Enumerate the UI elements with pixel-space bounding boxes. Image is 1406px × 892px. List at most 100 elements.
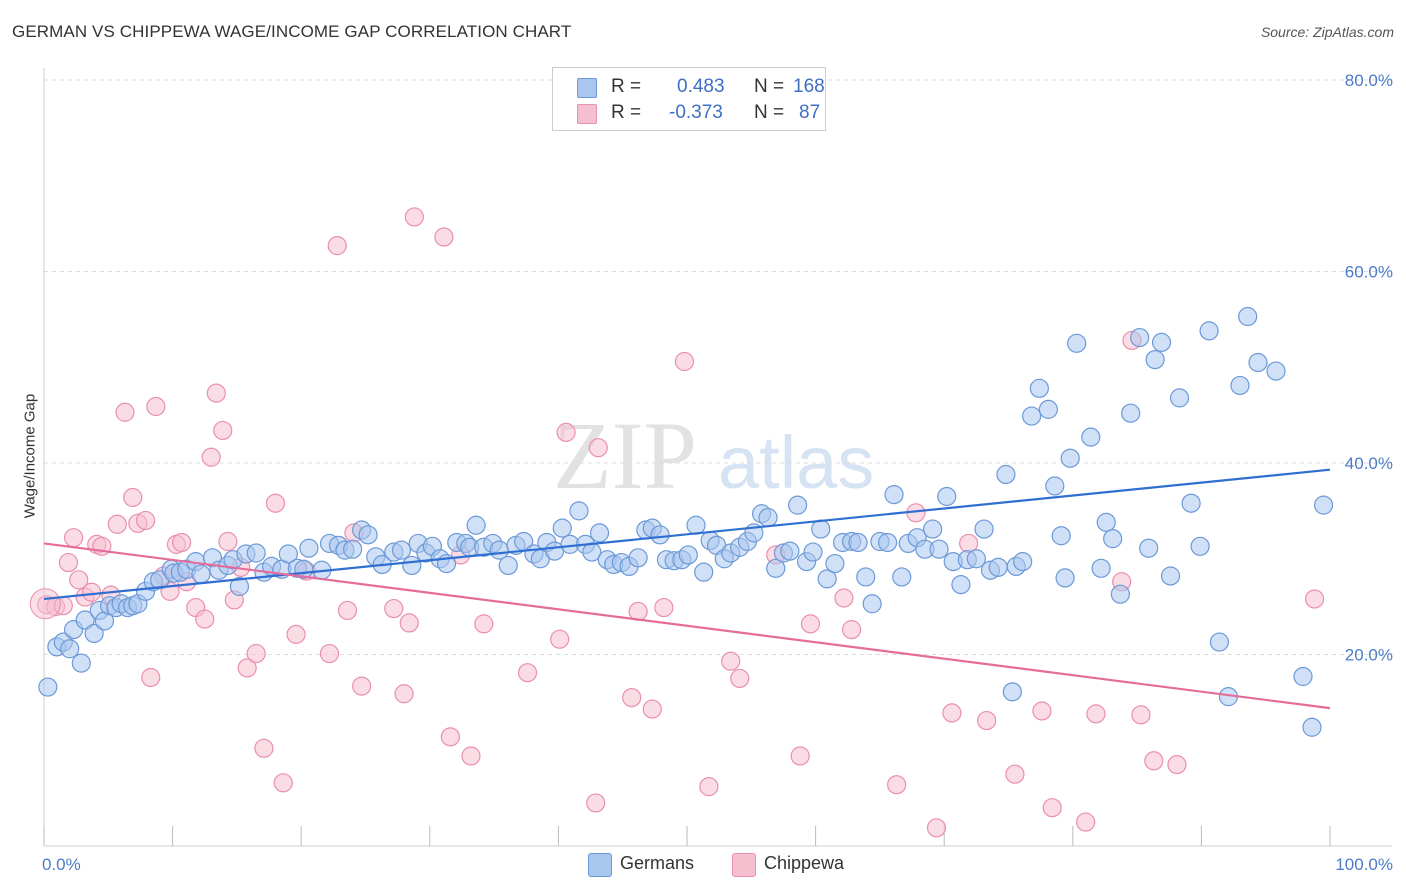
chippewa-point	[286, 624, 306, 644]
german-point	[552, 518, 572, 538]
german-point	[1313, 495, 1334, 515]
german-point	[1091, 558, 1111, 578]
chippewa-point	[107, 514, 127, 534]
chippewa-point	[146, 396, 166, 417]
german-point	[988, 557, 1008, 577]
german-point	[278, 544, 298, 564]
german-point	[951, 575, 971, 595]
chippewa-point	[550, 629, 570, 649]
chippewa-point	[1032, 701, 1052, 721]
chippewa-point	[273, 773, 293, 793]
chippewa-point	[218, 531, 238, 552]
german-point	[343, 539, 363, 559]
chippewa-point	[654, 597, 674, 618]
legend-r-label: R =	[611, 76, 642, 97]
legend-n-value: 168	[793, 76, 825, 97]
german-point	[1130, 327, 1150, 348]
correlation-legend: R = 0.483 N = 168 R = -0.373 N = 87	[552, 67, 826, 131]
chippewa-point	[254, 738, 274, 758]
chart-title: GERMAN VS CHIPPEWA WAGE/INCOME GAP CORRE…	[12, 22, 572, 41]
chippewa-point	[29, 588, 61, 620]
german-point	[1199, 321, 1219, 341]
chippewa-point	[842, 620, 862, 640]
german-point	[694, 562, 714, 582]
chippewa-point	[926, 818, 947, 838]
legend-swatch-pink	[577, 104, 597, 124]
chippewa-point	[1005, 764, 1025, 784]
german-point	[84, 623, 104, 644]
german-point	[1139, 538, 1159, 558]
chippewa-point	[81, 582, 102, 602]
chippewa-point	[1042, 798, 1062, 818]
legend-n-label: N =	[754, 102, 785, 123]
german-point	[1103, 529, 1123, 549]
chippewa-point	[404, 207, 424, 227]
german-point	[391, 540, 412, 560]
chippewa-point	[123, 487, 143, 508]
german-point	[996, 464, 1016, 485]
chippewa-point	[674, 351, 695, 372]
chippewa-point	[384, 598, 404, 619]
german-point	[929, 539, 949, 559]
chippewa-point	[517, 663, 538, 683]
chippewa-point	[135, 510, 156, 531]
chippewa-point	[942, 703, 962, 723]
german-point	[498, 555, 518, 576]
chippewa-point	[201, 447, 221, 467]
legend-swatch-blue	[577, 78, 597, 98]
german-point	[1151, 332, 1172, 352]
chippewa-point	[642, 699, 662, 719]
german-point	[1302, 717, 1322, 737]
chippewa-point	[440, 727, 460, 747]
trend-lines	[43, 468, 1331, 710]
german-point	[878, 532, 898, 553]
german-point	[466, 515, 486, 535]
german-point	[758, 507, 778, 528]
chippewa-point	[1304, 589, 1325, 609]
german-point	[229, 576, 250, 597]
german-point	[650, 525, 670, 545]
chippewa-point	[721, 651, 741, 671]
chippewa-point	[115, 402, 135, 422]
german-point	[780, 541, 800, 561]
german-point	[1013, 552, 1033, 572]
german-point	[299, 538, 319, 558]
german-point	[589, 523, 610, 543]
german-point	[60, 639, 80, 659]
legend-n-value: 87	[799, 102, 821, 123]
german-point	[191, 564, 211, 584]
german-point	[1160, 566, 1181, 586]
chippewa-point	[319, 643, 340, 664]
chippewa-point	[213, 420, 233, 441]
chippewa-point	[834, 588, 854, 608]
german-point	[75, 610, 95, 630]
german-point	[246, 543, 266, 563]
chippewa-point	[58, 552, 79, 573]
german-point	[923, 519, 943, 539]
german-point	[1038, 399, 1058, 419]
legend-label-chippewa: Chippewa	[764, 853, 845, 873]
watermark: ZIP atlas	[553, 402, 874, 509]
german-point	[569, 501, 589, 521]
chippewa-point	[399, 613, 419, 633]
chippewa-point	[172, 532, 192, 553]
german-point	[1230, 375, 1250, 396]
legend-r-value: -0.373	[669, 102, 723, 123]
chippewa-point	[1131, 705, 1151, 725]
chippewa-point	[246, 643, 266, 664]
chippewa-point	[1086, 704, 1106, 724]
chippewa-point	[327, 236, 347, 256]
legend-r-label: R =	[611, 102, 642, 123]
chippewa-point	[800, 614, 821, 634]
german-point	[1081, 427, 1101, 447]
german-point	[628, 548, 648, 568]
german-point	[817, 569, 837, 589]
chippewa-point	[461, 746, 481, 766]
german-point	[1067, 333, 1087, 353]
german-point	[678, 545, 698, 565]
german-point	[892, 567, 912, 587]
german-point	[1248, 352, 1268, 373]
chippewa-point	[474, 614, 494, 634]
chippewa-point	[394, 684, 414, 704]
chippewa-point	[588, 438, 608, 458]
